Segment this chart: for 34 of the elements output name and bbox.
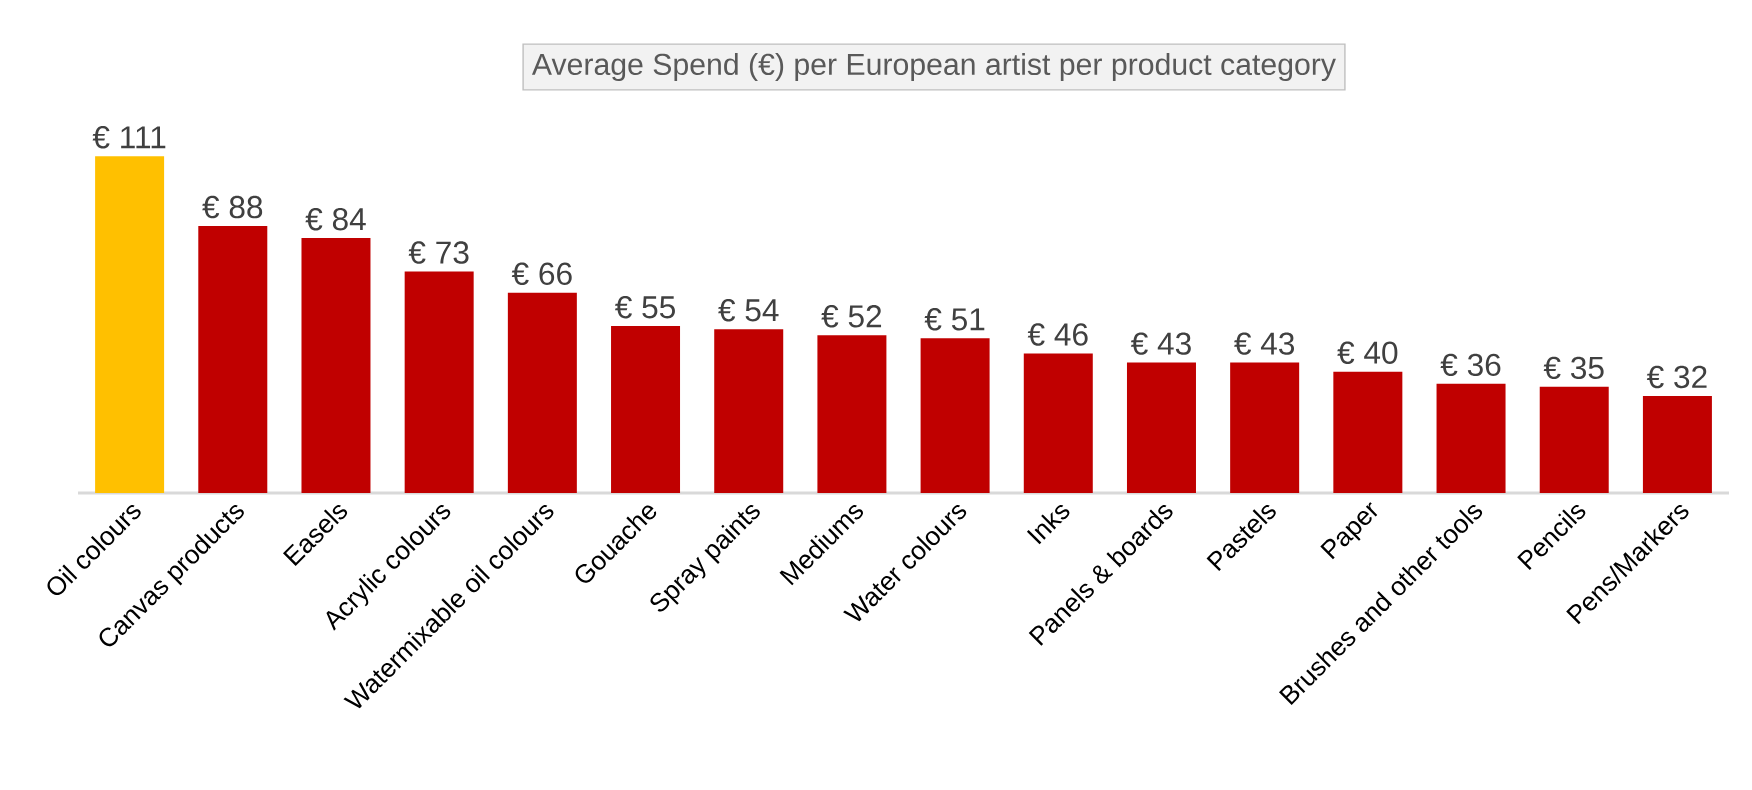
- bar: [817, 335, 887, 493]
- data-label: € 52: [821, 305, 882, 328]
- data-label: € 88: [202, 195, 263, 219]
- chart-title: Average Spend (€) per European artist per product category: [531, 52, 1336, 82]
- data-label: € 111: [92, 126, 166, 149]
- bar: [301, 238, 371, 493]
- bar: [198, 226, 268, 493]
- data-label: € 55: [614, 295, 675, 319]
- bar: [1333, 371, 1403, 493]
- bar: [1126, 362, 1196, 493]
- bar: [1642, 395, 1712, 493]
- data-label: € 40: [1337, 341, 1398, 364]
- x-tick-label: Inks: [1026, 504, 1070, 545]
- data-label: € 32: [1646, 365, 1707, 389]
- data-label: € 84: [305, 207, 366, 231]
- data-label: € 35: [1543, 356, 1604, 380]
- bar: [95, 156, 165, 493]
- data-label: € 43: [1130, 332, 1191, 355]
- bar: [611, 326, 681, 493]
- data-label: € 46: [1027, 323, 1088, 346]
- bar: [920, 338, 990, 493]
- data-label: € 36: [1440, 353, 1501, 377]
- bar: [507, 292, 577, 493]
- data-label: € 43: [1234, 332, 1295, 355]
- bar: [1539, 386, 1609, 493]
- data-label: € 54: [718, 299, 779, 322]
- bar: [1436, 383, 1506, 493]
- data-label: € 51: [924, 308, 985, 331]
- bar: [1230, 362, 1300, 493]
- data-label: € 66: [511, 262, 572, 286]
- bar: [1023, 353, 1093, 493]
- data-label: € 73: [408, 241, 469, 264]
- bar: [404, 271, 474, 493]
- bar: [714, 329, 784, 493]
